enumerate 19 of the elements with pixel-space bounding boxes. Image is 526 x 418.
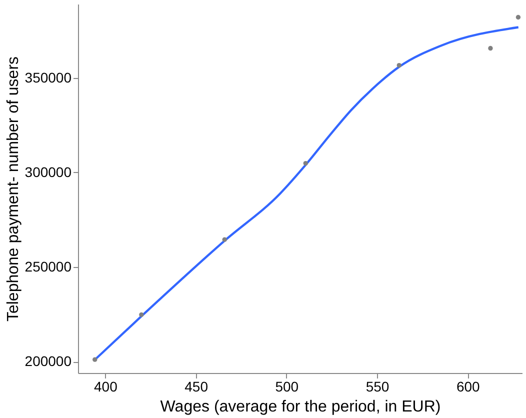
y-tick-label: 250000 [24,258,72,275]
x-tick-label: 400 [94,378,118,394]
line-series [94,26,520,361]
x-tick-label: 550 [366,378,390,394]
x-tick-label: 450 [184,378,208,394]
y-tick-label: 350000 [24,69,72,86]
y-axis-title: Telephone payment- number of users [4,56,22,322]
point [396,62,402,68]
x-axis-title: Wages (average for the period, in EUR) [160,398,441,416]
point [92,357,98,362]
point [488,46,493,51]
point [303,160,308,166]
y-tick-label: 300000 [24,164,72,180]
point [222,237,227,242]
x-tick-label: 600 [456,378,480,394]
point [516,14,521,20]
y-tick-label: 200000 [24,353,72,370]
point [139,312,144,318]
x-tick-label: 500 [275,378,299,394]
